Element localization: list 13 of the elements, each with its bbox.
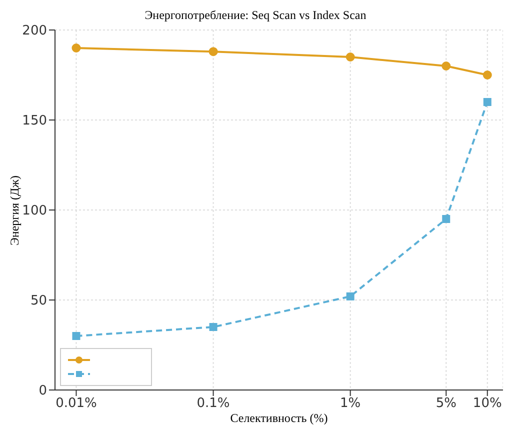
y-tick-label: 0 — [38, 384, 47, 399]
x-tick-label: 0.01% — [56, 396, 97, 412]
chart-title: Энергопотребление: Seq Scan vs Index Scan — [144, 8, 368, 23]
x-tick-label: 1% — [340, 396, 361, 412]
x-tick-label: 10% — [472, 396, 502, 412]
x-tick-label: 0.1% — [196, 396, 230, 412]
y-tick-label: 150 — [22, 114, 47, 129]
x-axis-title: Селективность (%) — [229, 411, 329, 425]
y-tick-label: 100 — [22, 204, 47, 219]
x-tick-label: 5% — [436, 396, 456, 412]
y-tick-label: 50 — [30, 294, 47, 309]
y-axis-title: Энергия (Дж) — [8, 174, 22, 248]
y-tick-label: 200 — [22, 24, 47, 39]
